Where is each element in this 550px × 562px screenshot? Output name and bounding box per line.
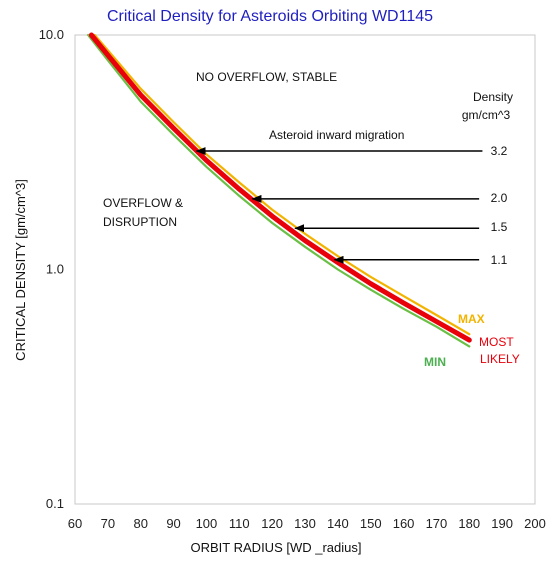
series-line-min: [86, 33, 471, 348]
region-label-overflow-line1: OVERFLOW &: [103, 196, 183, 210]
density-value-label: 1.1: [491, 253, 508, 267]
y-tick-label: 1.0: [46, 262, 64, 277]
x-tick-label: 200: [524, 516, 546, 531]
density-header-line1: Density: [473, 90, 513, 104]
region-label-overflow-line2: DISRUPTION: [103, 215, 177, 229]
x-tick-label: 100: [196, 516, 218, 531]
x-tick-label: 150: [360, 516, 382, 531]
x-tick-label: 90: [166, 516, 180, 531]
density-header-line2: gm/cm^3: [462, 108, 511, 122]
x-axis-label: ORBIT RADIUS [WD _radius]: [191, 540, 362, 555]
x-tick-label: 120: [261, 516, 283, 531]
x-tick-label: 170: [426, 516, 448, 531]
plot-area: [74, 34, 536, 505]
x-tick-label: 180: [458, 516, 480, 531]
x-tick-label: 160: [393, 516, 415, 531]
series-label-max: MAX: [458, 312, 485, 326]
y-tick-label: 0.1: [46, 496, 64, 511]
x-tick-label: 80: [133, 516, 147, 531]
x-tick-label: 70: [101, 516, 115, 531]
density-value-label: 3.2: [491, 144, 508, 158]
series-label-min: MIN: [424, 355, 446, 369]
x-tick-label: 190: [491, 516, 513, 531]
x-tick-label: 140: [327, 516, 349, 531]
y-axis-label: CRITICAL DENSITY [gm/cm^3]: [13, 179, 28, 361]
x-tick-label: 60: [68, 516, 82, 531]
migration-label: Asteroid inward migration: [269, 128, 404, 142]
y-tick-label: 10.0: [39, 27, 64, 42]
series-line-most-likely: [88, 32, 472, 343]
x-axis-ticks: 60 70 80 90 100 110 120 130 140 150 160 170 180 190 20…: [68, 516, 546, 531]
migration-arrows: 3.2 2.0 1.5 1.1: [195, 144, 508, 267]
x-tick-label: 110: [229, 516, 250, 531]
x-tick-label: 130: [294, 516, 316, 531]
y-axis-ticks: 0.1 1.0 10.0: [39, 27, 64, 511]
series-lines: [86, 32, 472, 348]
density-value-label: 1.5: [491, 220, 508, 234]
region-label-stable: NO OVERFLOW, STABLE: [196, 70, 337, 84]
series-label-most-likely-line1: MOST: [479, 335, 514, 349]
series-line-max: [93, 33, 471, 336]
chart-title: Critical Density for Asteroids Orbiting …: [107, 8, 433, 25]
series-label-most-likely-line2: LIKELY: [480, 352, 520, 366]
density-value-label: 2.0: [491, 191, 508, 205]
